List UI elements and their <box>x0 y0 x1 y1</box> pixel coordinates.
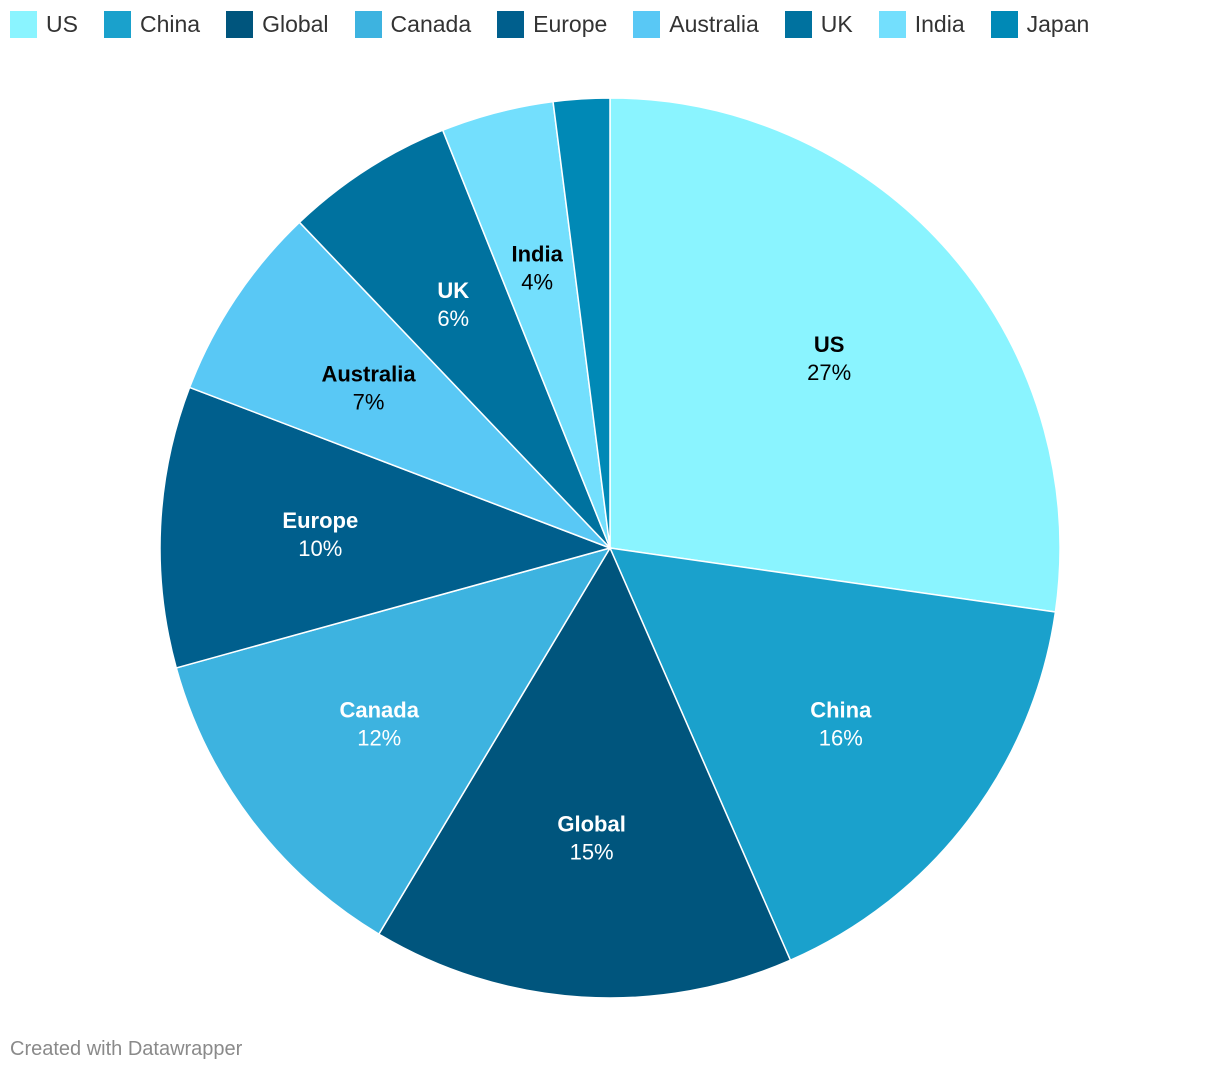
legend-label: Japan <box>1026 10 1090 37</box>
legend-item-china: China <box>103 10 201 38</box>
slice-label-name: China <box>810 698 872 723</box>
slice-label-canada: Canada 12% <box>339 698 419 751</box>
legend-swatch <box>354 10 382 38</box>
legend-item-europe: Europe <box>497 10 608 38</box>
legend-item-japan: Japan <box>990 10 1090 38</box>
legend-item-us: US <box>10 10 78 38</box>
slice-label-value: 27% <box>807 360 851 385</box>
pie-slice-europe <box>159 386 613 669</box>
legend-label: China <box>139 10 201 37</box>
pie-slice-global <box>377 546 792 999</box>
slice-label-name: Europe <box>282 508 358 533</box>
pie-slice-us <box>609 97 1061 613</box>
pie-slice-australia <box>188 221 611 549</box>
pie-slice-canada <box>175 546 612 936</box>
legend-label: US <box>46 10 78 37</box>
legend-item-australia: Australia <box>633 10 759 38</box>
legend-label: India <box>914 10 965 37</box>
slice-label-europe: Europe 10% <box>282 508 358 561</box>
slice-label-us: US 27% <box>807 332 851 385</box>
legend-item-india: India <box>878 10 965 38</box>
legend-label: UK <box>820 10 853 37</box>
slice-label-value: 12% <box>357 726 401 751</box>
legend-swatch <box>633 10 661 38</box>
legend-label: Australia <box>669 10 759 37</box>
slice-label-value: 6% <box>437 306 469 331</box>
pie-slice-uk <box>298 129 611 549</box>
pie-slice-china <box>608 547 1057 962</box>
slice-label-global: Global 15% <box>557 811 625 864</box>
slice-label-value: 7% <box>353 389 385 414</box>
legend-swatch <box>497 10 525 38</box>
slice-label-name: India <box>511 241 563 266</box>
slice-label-value: 16% <box>819 726 863 751</box>
slice-label-uk: UK 6% <box>437 278 469 331</box>
slice-label-name: US <box>814 332 845 357</box>
slice-label-value: 10% <box>298 536 342 561</box>
pie-slice-japan <box>552 97 611 549</box>
slice-label-name: Global <box>557 811 625 836</box>
slice-label-value: 4% <box>521 269 553 294</box>
legend-swatch <box>990 10 1018 38</box>
legend-swatch <box>10 10 37 38</box>
legend-label: Canada <box>390 10 472 37</box>
datawrapper-credit: Created with Datawrapper <box>10 1038 243 1060</box>
legend-item-canada: Canada <box>354 10 472 38</box>
legend-swatch <box>878 10 906 38</box>
pie-slices <box>159 97 1061 999</box>
slice-label-name: Canada <box>339 698 419 723</box>
legend: US China Global Canada Europe Australia UK Indi… <box>10 8 1115 40</box>
slice-label-australia: Australia 7% <box>321 361 416 414</box>
slice-label-value: 15% <box>570 839 614 864</box>
legend-swatch <box>103 10 131 38</box>
slice-label-name: UK <box>437 278 469 303</box>
legend-label: Europe <box>533 10 608 37</box>
legend-item-global: Global <box>226 10 329 38</box>
pie-labels: US 27% China 16% Global 15% Canada 12% Europe 10%… <box>282 241 872 864</box>
slice-label-china: China 16% <box>810 698 872 751</box>
legend-swatch <box>784 10 812 38</box>
legend-label: Global <box>262 10 329 37</box>
legend-swatch <box>226 10 254 38</box>
slice-label-name: Australia <box>321 361 416 386</box>
legend-item-uk: UK <box>784 10 853 38</box>
slice-label-india: India 4% <box>511 241 563 294</box>
